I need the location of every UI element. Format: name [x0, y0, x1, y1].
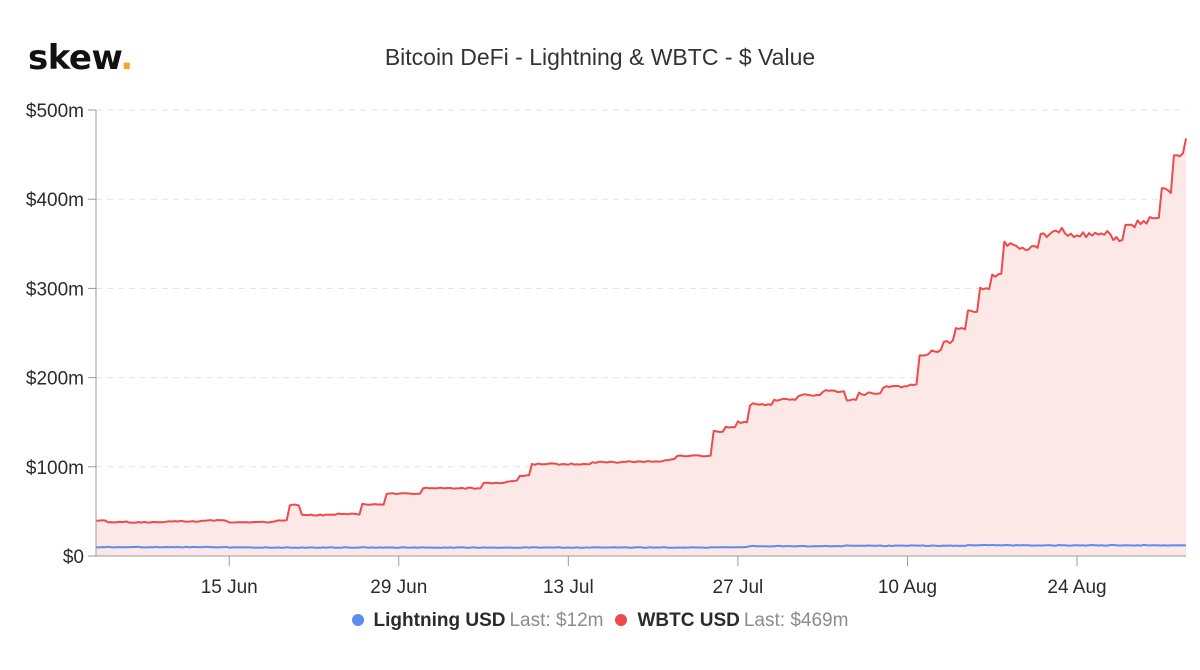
series-line-1	[95, 138, 1187, 524]
series-fill-1	[96, 138, 1186, 556]
legend-item-lightning[interactable]: Lightning USD Last: $12m	[351, 610, 604, 632]
wbtc-swatch-icon	[615, 613, 628, 626]
x-tick-label: 15 Jun	[201, 577, 258, 598]
legend-last: Last: $469m	[743, 610, 849, 631]
area-fills	[96, 138, 1186, 556]
y-tick-label: $300m	[26, 279, 84, 300]
y-tick-label: $0	[63, 547, 84, 568]
logo-dot: .	[120, 38, 133, 78]
legend[interactable]: Lightning USD Last: $12m WBTC USD Last: $4…	[0, 610, 1200, 632]
axes	[95, 110, 1186, 557]
x-tick-label: 13 Jul	[543, 577, 594, 598]
legend-item-wbtc[interactable]: WBTC USD Last: $469m	[607, 610, 848, 632]
y-axis-ticks: $0 $100m $200m $300m $400m $500m	[26, 101, 96, 568]
legend-name: WBTC USD	[637, 610, 740, 631]
skew-logo: skew.	[28, 38, 133, 78]
chart-title: Bitcoin DeFi - Lightning & WBTC - $ Valu…	[384, 44, 816, 70]
x-tick-label: 24 Aug	[1047, 577, 1106, 598]
y-tick-label: $500m	[26, 101, 84, 122]
legend-name: Lightning USD	[373, 610, 506, 631]
x-tick-label: 10 Aug	[878, 577, 937, 598]
logo-text: skew	[28, 38, 121, 78]
gridlines	[96, 109, 1186, 468]
series-lines	[95, 138, 1187, 549]
y-tick-label: $400m	[26, 190, 84, 211]
x-tick-label: 27 Jul	[713, 577, 764, 598]
y-tick-label: $100m	[26, 458, 84, 479]
legend-last: Last: $12m	[509, 610, 604, 631]
x-tick-label: 29 Jun	[370, 577, 427, 598]
y-tick-label: $200m	[26, 369, 84, 390]
x-axis-ticks: 15 Jun 29 Jun 13 Jul 27 Jul 10 Aug 24 Aug	[201, 556, 1107, 598]
series-line-0	[95, 543, 1187, 549]
lightning-swatch-icon	[351, 613, 364, 626]
